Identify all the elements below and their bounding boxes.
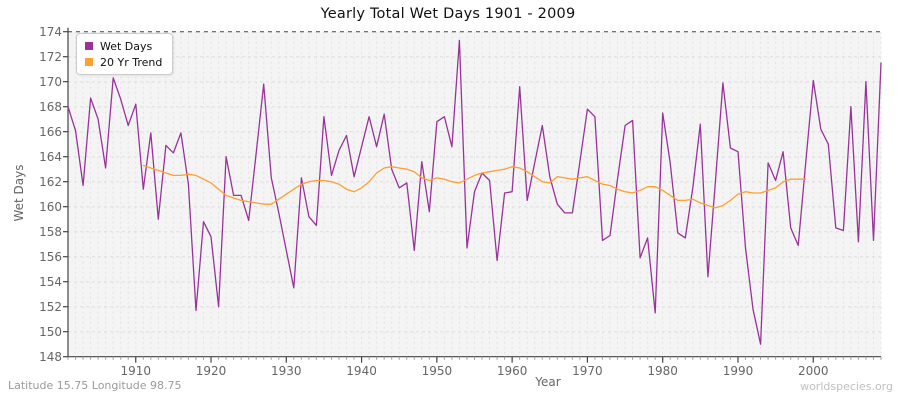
x-tick-label: 1980 [647,364,678,378]
wet-days-line [67,39,882,345]
x-tick-label: 1940 [346,364,377,378]
x-tick-label: 1970 [572,364,603,378]
legend: Wet Days 20 Yr Trend [76,33,174,75]
y-tick-label: 170 [39,74,62,89]
legend-label: Wet Days [100,39,153,53]
legend-item-wet-days: Wet Days [85,38,162,54]
y-tick-label: 168 [39,99,62,114]
latitude-longitude-caption: Latitude 15.75 Longitude 98.75 [8,379,182,392]
y-tick-label: 152 [39,299,62,314]
y-tick-label: 162 [39,174,62,189]
watermark: worldspecies.org [800,380,893,393]
y-tick-label: 154 [39,274,62,289]
x-tick-label: 1910 [120,364,152,378]
y-tick-label: 150 [39,324,62,339]
chart-title: Yearly Total Wet Days 1901 - 2009 [320,6,576,22]
y-tick-label: 156 [39,249,62,264]
y-tick-label: 160 [39,199,62,214]
x-tick-label: 2000 [797,364,829,378]
x-tick-label: 1950 [421,364,453,378]
y-axis-label: Wet Days [12,164,26,222]
x-tick-label: 1990 [722,364,754,378]
x-axis-label: Year [535,375,561,389]
y-tick-label: 158 [39,224,62,239]
y-tick-label: 148 [39,349,62,364]
y-tick-label: 174 [39,24,62,39]
y-tick-label: 166 [39,124,62,139]
wet-days-swatch-icon [85,42,93,50]
trend-swatch-icon [85,58,93,66]
legend-item-trend: 20 Yr Trend [85,54,162,70]
trend-line [142,164,807,209]
y-tick-label: 164 [39,149,62,164]
legend-label: 20 Yr Trend [100,55,163,69]
x-tick-label: 1960 [496,364,528,378]
y-tick-label: 172 [39,49,62,64]
x-tick-label: 1930 [271,364,302,378]
x-tick-label: 1920 [195,364,227,378]
